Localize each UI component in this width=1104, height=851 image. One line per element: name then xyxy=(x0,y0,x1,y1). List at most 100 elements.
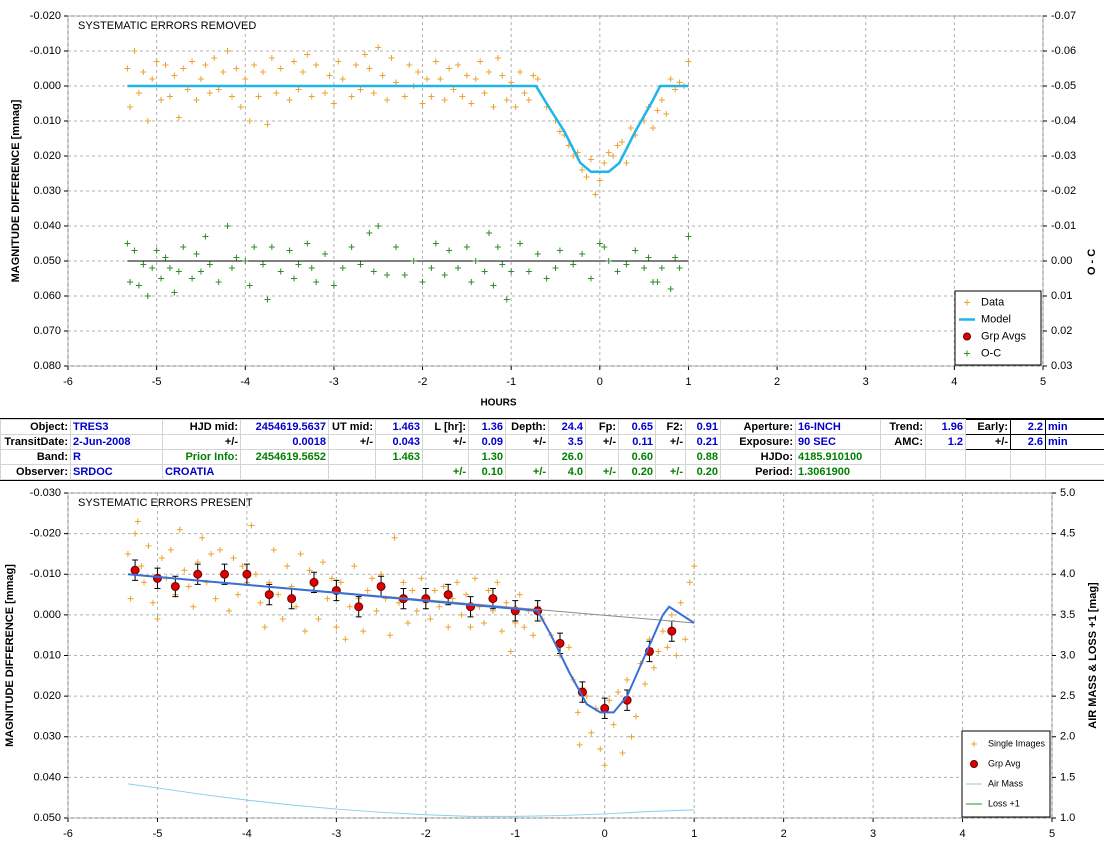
data-point xyxy=(391,534,398,541)
data-point xyxy=(131,48,138,54)
table-cell xyxy=(505,449,549,465)
data-point xyxy=(404,620,411,626)
y2-tick-label: 5.0 xyxy=(1060,487,1075,499)
x-tick-label: -2 xyxy=(418,376,428,388)
y2-tick-label: -0.05 xyxy=(1051,80,1076,92)
data-point xyxy=(175,114,182,121)
data-point xyxy=(596,177,603,184)
table-cell: 0.21 xyxy=(685,434,721,450)
table-cell xyxy=(965,464,1011,480)
data-point xyxy=(226,607,233,614)
data-point xyxy=(574,709,581,716)
y-tick-label: 0.070 xyxy=(33,325,61,337)
table-cell: +/- xyxy=(585,464,619,480)
table-cell: 90 SEC xyxy=(795,434,881,450)
data-point xyxy=(370,268,377,275)
data-point xyxy=(202,233,209,240)
data-point xyxy=(145,542,152,549)
data-point xyxy=(313,279,320,285)
data-point xyxy=(154,615,161,622)
data-point xyxy=(134,518,141,525)
table-cell: Early: xyxy=(965,419,1011,435)
data-point xyxy=(650,664,657,671)
table-cell xyxy=(925,449,966,465)
table-cell: AMC: xyxy=(880,434,926,450)
data-point xyxy=(455,265,461,271)
data-point xyxy=(454,579,461,586)
data-point xyxy=(655,648,662,655)
data-point xyxy=(499,72,506,79)
y-tick-label: -0.020 xyxy=(30,10,61,22)
data-point xyxy=(357,261,364,268)
data-point xyxy=(468,279,475,285)
y2-tick-label: -0.03 xyxy=(1051,150,1076,162)
data-point xyxy=(324,595,331,602)
data-point xyxy=(342,636,349,643)
group-average xyxy=(287,594,297,604)
table-cell: 1.3061900 xyxy=(795,464,881,480)
data-point xyxy=(171,72,178,79)
data-point xyxy=(291,58,298,65)
table-cell: Period: xyxy=(720,464,796,480)
table-cell: 2.6 xyxy=(1010,434,1046,450)
data-point xyxy=(552,265,559,271)
y-tick-label: -0.020 xyxy=(30,528,61,540)
table-cell: +/- xyxy=(505,464,549,480)
data-point xyxy=(436,603,443,610)
data-point xyxy=(295,261,302,268)
data-point xyxy=(459,93,466,100)
data-point xyxy=(346,603,353,610)
table-cell: 0.0018 xyxy=(240,434,329,450)
data-point xyxy=(181,567,188,574)
data-point xyxy=(184,86,191,93)
data-point xyxy=(279,615,286,622)
table-cell: 0.88 xyxy=(685,449,721,465)
y-tick-label: 0.040 xyxy=(33,771,61,783)
table-cell: 0.20 xyxy=(685,464,721,480)
data-point xyxy=(302,628,309,635)
data-point xyxy=(401,272,408,278)
data-point xyxy=(234,591,241,598)
data-point xyxy=(431,587,438,594)
data-point xyxy=(601,160,608,166)
y-axis-title: MAGNITUDE DIFFERENCE [mmag] xyxy=(4,564,16,747)
data-point xyxy=(432,58,439,65)
data-point xyxy=(189,275,196,282)
data-point xyxy=(384,97,391,103)
x-tick-label: -2 xyxy=(421,828,431,840)
table-cell: 0.09 xyxy=(468,434,506,450)
data-point xyxy=(322,251,329,257)
data-point xyxy=(293,603,300,610)
table-cell: 24.4 xyxy=(548,419,586,435)
table-cell: Prior Info: xyxy=(162,449,241,465)
legend-symbol xyxy=(971,741,977,747)
table-cell: CROATIA xyxy=(162,464,241,480)
data-point xyxy=(330,282,337,289)
y2-tick-label: 4.5 xyxy=(1060,528,1075,540)
data-point xyxy=(472,258,479,264)
table-cell: +/- xyxy=(655,434,686,450)
legend-label: Model xyxy=(981,313,1011,325)
data-point xyxy=(410,258,417,264)
data-point xyxy=(208,550,215,557)
y-tick-label: 0.050 xyxy=(33,255,61,267)
table-cell xyxy=(328,449,376,465)
data-point xyxy=(498,628,505,635)
data-point xyxy=(304,240,311,247)
data-point xyxy=(525,97,532,103)
y2-tick-label: -0.02 xyxy=(1051,185,1076,197)
data-point xyxy=(494,55,501,61)
table-cell: 1.463 xyxy=(375,449,423,465)
data-point xyxy=(463,591,470,598)
data-point xyxy=(409,587,416,594)
x-tick-label: 2 xyxy=(774,376,780,388)
data-point xyxy=(579,251,586,257)
data-point xyxy=(158,275,165,282)
data-point xyxy=(516,591,523,598)
data-point xyxy=(667,286,674,292)
data-point xyxy=(255,93,262,100)
data-point xyxy=(228,265,235,271)
data-point xyxy=(507,648,514,655)
data-point xyxy=(650,125,656,131)
data-point xyxy=(441,97,448,103)
